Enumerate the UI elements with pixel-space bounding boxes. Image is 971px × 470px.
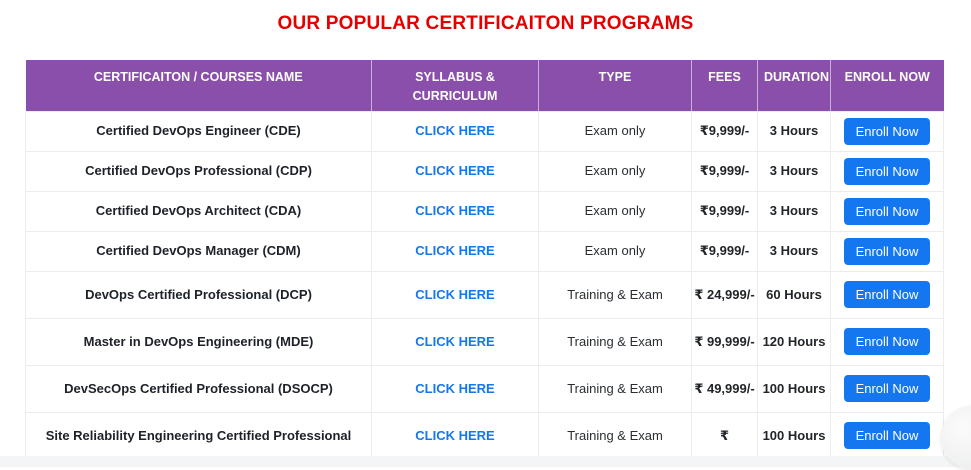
header-courses-name: CERTIFICAITON / COURSES NAME: [25, 60, 372, 112]
table-row: DevSecOps Certified Professional (DSOCP)…: [25, 364, 944, 413]
course-type: Training & Exam: [567, 333, 663, 349]
enroll-now-button[interactable]: Enroll Now: [843, 375, 931, 403]
header-fees: FEES: [691, 60, 758, 112]
course-type: Training & Exam: [567, 380, 663, 396]
syllabus-link[interactable]: CLICK HERE: [415, 243, 495, 259]
enroll-now-button[interactable]: Enroll Now: [843, 237, 931, 265]
course-duration: 60 Hours: [766, 286, 822, 302]
syllabus-link[interactable]: CLICK HERE: [415, 427, 495, 443]
table-row: Certified DevOps Professional (CDP) CLIC…: [25, 150, 944, 192]
syllabus-link[interactable]: CLICK HERE: [415, 286, 495, 302]
course-fees: ₹9,999/-: [699, 163, 750, 179]
course-name: Certified DevOps Engineer (CDE): [96, 123, 301, 139]
course-duration: 3 Hours: [769, 163, 819, 179]
course-name: DevSecOps Certified Professional (DSOCP): [64, 380, 333, 396]
course-fees: ₹9,999/-: [699, 203, 750, 219]
course-duration: 120 Hours: [762, 333, 826, 349]
course-type: Exam only: [584, 123, 646, 139]
course-duration: 3 Hours: [769, 123, 819, 139]
syllabus-link[interactable]: CLICK HERE: [415, 333, 495, 349]
course-fees: ₹9,999/-: [699, 243, 750, 259]
table-row: Site Reliability Engineering Certified P…: [25, 411, 944, 460]
header-syllabus: SYLLABUS & CURRICULUM: [371, 60, 539, 112]
course-name: Certified DevOps Architect (CDA): [95, 203, 302, 219]
course-duration: 3 Hours: [769, 243, 819, 259]
table-row: Master in DevOps Engineering (MDE) CLICK…: [25, 317, 944, 366]
course-fees: ₹ 99,999/-: [694, 333, 755, 349]
course-duration: 100 Hours: [762, 380, 826, 396]
page-title: OUR POPULAR CERTIFICAITON PROGRAMS: [277, 13, 694, 34]
table-row: Certified DevOps Architect (CDA) CLICK H…: [25, 190, 944, 232]
course-type: Training & Exam: [567, 427, 663, 443]
course-name: DevOps Certified Professional (DCP): [85, 286, 312, 302]
syllabus-link[interactable]: CLICK HERE: [415, 380, 495, 396]
enroll-now-button[interactable]: Enroll Now: [843, 197, 931, 225]
enroll-now-button[interactable]: Enroll Now: [843, 157, 931, 185]
course-type: Exam only: [584, 203, 646, 219]
syllabus-link[interactable]: CLICK HERE: [415, 123, 495, 139]
enroll-now-button[interactable]: Enroll Now: [843, 328, 931, 356]
course-name: Master in DevOps Engineering (MDE): [83, 333, 314, 349]
header-type: TYPE: [538, 60, 692, 112]
table-row: DevOps Certified Professional (DCP) CLIC…: [25, 270, 944, 319]
course-type: Exam only: [584, 163, 646, 179]
course-type: Training & Exam: [567, 286, 663, 302]
course-name: Certified DevOps Professional (CDP): [85, 163, 312, 179]
course-duration: 100 Hours: [762, 427, 826, 443]
enroll-now-button[interactable]: Enroll Now: [843, 117, 931, 145]
syllabus-link[interactable]: CLICK HERE: [415, 163, 495, 179]
bottom-edge-strip: [0, 456, 971, 467]
course-name: Certified DevOps Manager (CDM): [96, 243, 301, 259]
table-row: Certified DevOps Manager (CDM) CLICK HER…: [25, 230, 944, 272]
course-fees: ₹ 24,999/-: [694, 286, 755, 302]
table-header-row: CERTIFICAITON / COURSES NAME SYLLABUS & …: [25, 60, 944, 112]
enroll-now-button[interactable]: Enroll Now: [843, 281, 931, 309]
certification-table: CERTIFICAITON / COURSES NAME SYLLABUS & …: [25, 60, 944, 460]
course-fees: ₹: [719, 427, 730, 443]
header-enroll-now: ENROLL NOW: [830, 60, 944, 112]
header-duration: DURATION: [757, 60, 831, 112]
table-row: Certified DevOps Engineer (CDE) CLICK HE…: [25, 110, 944, 152]
course-type: Exam only: [584, 243, 646, 259]
course-duration: 3 Hours: [769, 203, 819, 219]
course-name: Site Reliability Engineering Certified P…: [45, 427, 352, 443]
course-fees: ₹ 49,999/-: [694, 380, 755, 396]
enroll-now-button[interactable]: Enroll Now: [843, 422, 931, 450]
syllabus-link[interactable]: CLICK HERE: [415, 203, 495, 219]
course-fees: ₹9,999/-: [699, 123, 750, 139]
certification-table-container: CERTIFICAITON / COURSES NAME SYLLABUS & …: [25, 60, 971, 460]
